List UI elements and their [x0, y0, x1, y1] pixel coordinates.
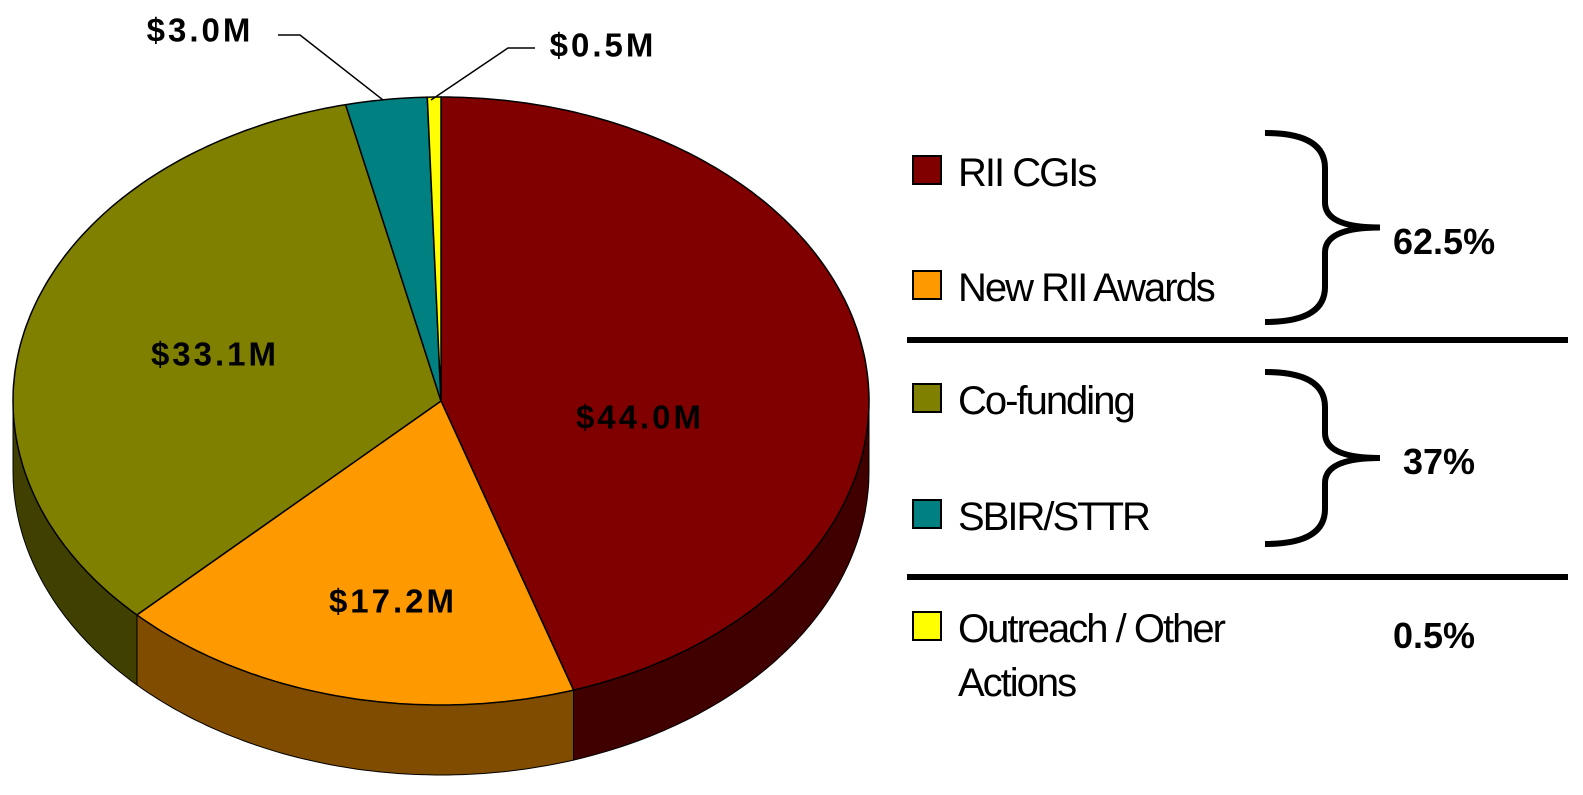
legend-swatch [912, 383, 942, 413]
data-label: $0.5M [550, 27, 657, 64]
brace [1264, 369, 1381, 547]
legend-swatch [912, 270, 942, 300]
legend-item: SBIR/STTR [912, 490, 1288, 544]
slice [12, 103, 442, 616]
legend-item: Co-funding [912, 374, 1288, 428]
legend-text: SBIR/STTR [958, 495, 1151, 539]
group-total: 0.5% [1393, 615, 1476, 656]
slice [426, 96, 442, 402]
slice [344, 96, 442, 402]
leader-line [430, 47, 535, 101]
data-label: $33.1M [151, 336, 279, 373]
legend-item: RII CGIs [912, 146, 1288, 200]
brace [1264, 130, 1381, 325]
group-total: 37% [1403, 441, 1476, 482]
group-total: 62.5% [1393, 221, 1496, 262]
slice [135, 399, 575, 706]
legend-item: New RII Awards [912, 261, 1288, 315]
legend-swatch [912, 499, 942, 529]
legend-text: RII CGIs [958, 151, 1097, 195]
slice [440, 96, 870, 691]
legend-text: Outreach / Other Actions [958, 607, 1226, 705]
legend-swatch [912, 611, 942, 641]
legend-text: Co-funding [958, 379, 1136, 423]
legend-swatch [912, 155, 942, 185]
legend-text: New RII Awards [958, 266, 1216, 310]
data-label: $3.0M [147, 12, 254, 49]
data-label: $44.0M [576, 399, 704, 436]
data-label: $17.2M [329, 583, 457, 620]
leader-line [278, 34, 384, 101]
legend-item: Outreach / Other Actions [912, 602, 1288, 710]
